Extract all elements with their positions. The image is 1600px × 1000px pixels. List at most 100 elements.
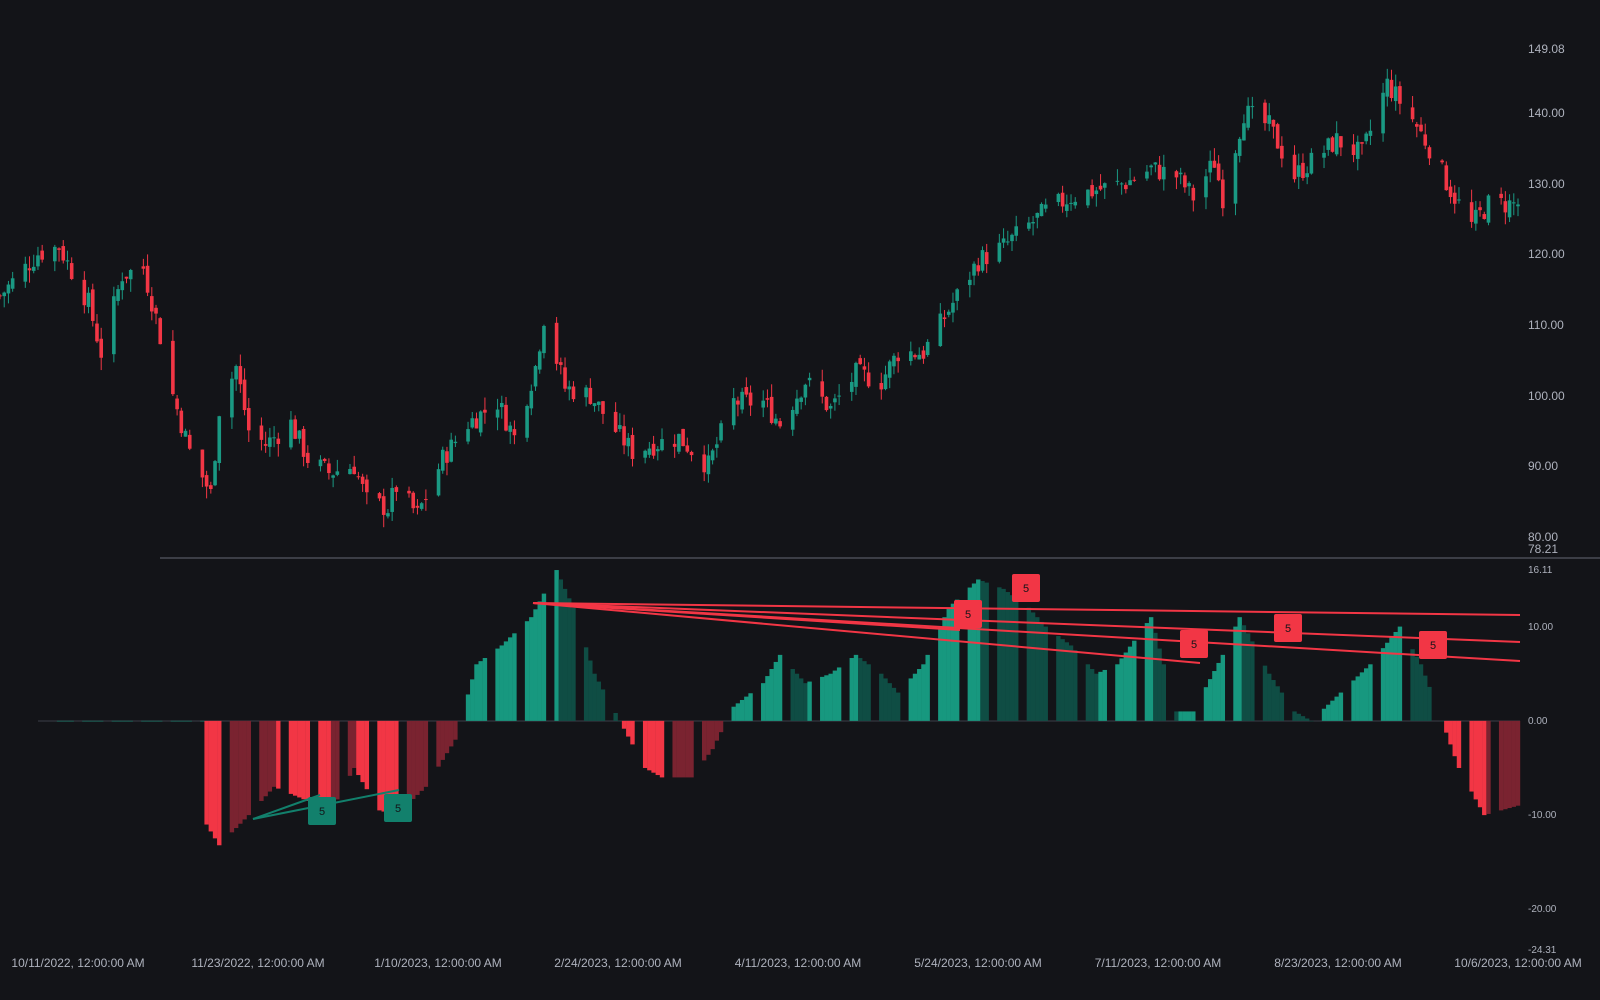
histogram-bar — [1203, 687, 1209, 721]
histogram-bar — [997, 587, 1002, 721]
histogram-bar — [1418, 664, 1424, 721]
candle-body — [360, 476, 365, 484]
histogram-bar — [233, 720, 239, 829]
candle-body — [474, 418, 479, 429]
histogram-bar — [1275, 686, 1280, 721]
histogram-bar — [706, 720, 711, 755]
histogram-bar — [436, 720, 441, 767]
histogram-bar — [82, 720, 87, 722]
candle-body — [879, 382, 884, 390]
candle-body — [213, 461, 217, 486]
histogram-bar — [1060, 639, 1065, 721]
bear-divergence-marker[interactable]: 5 — [1419, 631, 1447, 659]
candle-body — [453, 441, 458, 444]
candle-body — [1124, 184, 1128, 190]
candle-body — [744, 387, 749, 395]
candle-body — [643, 450, 647, 458]
candle-body — [1385, 78, 1390, 97]
candle-body — [824, 396, 829, 411]
candle-body — [335, 471, 340, 475]
histogram-bar — [1035, 617, 1040, 721]
bear-divergence-marker[interactable]: 5 — [1180, 630, 1208, 658]
candle-body — [99, 338, 103, 358]
histogram-bar — [1102, 669, 1107, 721]
candle-body — [1482, 214, 1487, 219]
candle-body — [1056, 193, 1061, 203]
price-pane[interactable] — [0, 68, 1520, 528]
candle-body — [584, 387, 588, 398]
histogram-bar — [385, 720, 391, 813]
time-tick: 10/6/2023, 12:00:00 AM — [1454, 956, 1581, 970]
histogram-bar — [1393, 631, 1398, 721]
marker-badge — [1419, 631, 1447, 659]
histogram-bar — [453, 720, 458, 740]
candle-body — [1292, 154, 1297, 180]
histogram-bar — [508, 637, 513, 721]
histogram-bar — [942, 617, 947, 721]
histogram-bar — [701, 720, 707, 761]
histogram-bar — [765, 676, 770, 721]
candle-body — [36, 255, 40, 267]
histogram-bar — [394, 720, 399, 816]
candle-body — [1010, 234, 1014, 242]
candle-body — [622, 426, 626, 446]
candle-body — [769, 396, 774, 423]
histogram-bar — [1123, 652, 1129, 721]
oscillator-pane[interactable]: 5 5 5 5 5 5 5 — [38, 570, 1521, 846]
histogram-bar — [503, 641, 509, 721]
bull-divergence-marker[interactable]: 5 — [308, 797, 336, 825]
price-tick: 140.00 — [1528, 106, 1565, 120]
histogram-bar — [925, 654, 930, 721]
histogram-bar — [524, 621, 530, 721]
candle-body — [268, 437, 272, 447]
candle-body — [1233, 153, 1238, 204]
histogram-bar — [326, 720, 332, 816]
bear-divergence-marker[interactable]: 5 — [1012, 574, 1040, 602]
candle-body — [968, 279, 972, 286]
histogram-bar — [69, 720, 74, 722]
histogram-bar — [895, 692, 901, 721]
bull-divergence-marker[interactable]: 5 — [384, 794, 412, 822]
bear-divergence-marker[interactable]: 5 — [1274, 614, 1302, 642]
histogram-bar — [1237, 617, 1242, 721]
candle-body — [1039, 203, 1044, 217]
candle-body — [849, 381, 854, 392]
candle-body — [128, 270, 133, 280]
candle-body — [415, 505, 420, 508]
candle-body — [512, 429, 517, 436]
candle-body — [1448, 186, 1453, 198]
histogram-bar — [1498, 720, 1504, 811]
candle-body — [217, 416, 222, 464]
histogram-bar — [1296, 713, 1301, 721]
histogram-bar — [807, 681, 812, 721]
candle-body — [761, 400, 766, 408]
candle-body — [647, 448, 652, 455]
candle-body — [828, 406, 833, 409]
histogram-bar — [1444, 720, 1449, 733]
histogram-bar — [377, 720, 382, 811]
price-tick: 130.00 — [1528, 177, 1565, 191]
osc-tick: -10.00 — [1528, 810, 1557, 821]
candle-body — [681, 428, 685, 447]
candle-body — [951, 302, 955, 313]
histogram-bar — [1186, 711, 1192, 721]
histogram-bar — [655, 720, 660, 776]
histogram-bar — [444, 720, 450, 754]
histogram-bar — [1241, 625, 1247, 721]
histogram-bar — [773, 661, 779, 721]
histogram-bar — [389, 720, 395, 814]
bear-divergence-marker[interactable]: 5 — [954, 600, 982, 628]
histogram-bar — [659, 720, 665, 778]
histogram-bar — [731, 706, 736, 721]
histogram-bar — [347, 720, 353, 776]
candle-body — [53, 246, 57, 262]
candle-body — [736, 400, 740, 405]
histogram-bar — [65, 720, 70, 722]
candle-body — [1457, 199, 1461, 201]
histogram-bar — [1511, 720, 1516, 807]
histogram-bar — [858, 658, 863, 721]
candle-body — [242, 379, 247, 411]
histogram-bar — [554, 570, 559, 721]
candle-body — [348, 468, 352, 475]
